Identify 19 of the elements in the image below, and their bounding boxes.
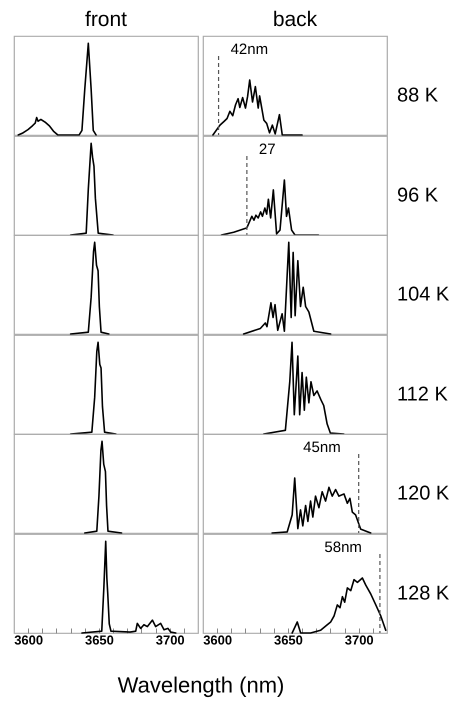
text: 58nm [324, 538, 362, 556]
text: 45nm [303, 439, 341, 456]
x-tick-label: 3650 [84, 632, 114, 647]
x-tick-label: 3700 [156, 632, 185, 647]
x-tick-label: 3600 [14, 632, 44, 647]
chart-title: front [84, 8, 128, 31]
text: 42nm [230, 41, 268, 58]
text: 27 [258, 140, 276, 158]
text: 104 K [397, 283, 450, 306]
x-tick-label: 3650 [274, 632, 303, 647]
text: 112 K [397, 382, 448, 405]
text: 128 K [397, 582, 450, 604]
text: 120 K [397, 482, 450, 504]
text: 88 K [397, 84, 439, 106]
chart-title: back [272, 8, 318, 31]
x-axis-title: Wavelength (nm) [118, 672, 284, 697]
text: 96 K [397, 184, 439, 206]
x-tick-label: 3700 [344, 632, 374, 647]
x-tick-label: 3600 [203, 632, 232, 647]
